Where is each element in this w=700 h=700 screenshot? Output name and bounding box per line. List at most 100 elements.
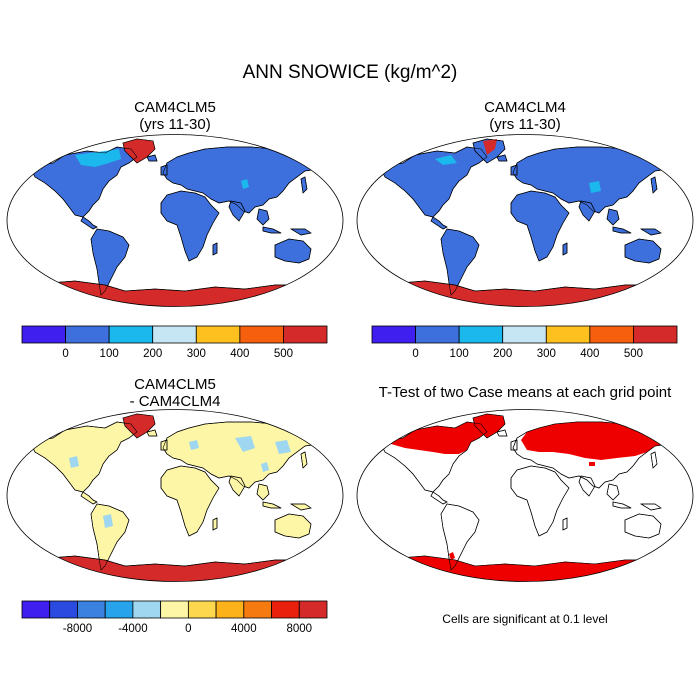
panel-1-title-line2: (yrs 11-30) bbox=[139, 116, 211, 133]
map-panel-cam4clm4 bbox=[356, 134, 694, 307]
coastline-newGuinea bbox=[639, 228, 662, 236]
colorbar-swatch bbox=[21, 600, 51, 619]
coastline-newZealand bbox=[674, 262, 682, 276]
panel-4-title: T-Test of two Case means at each grid po… bbox=[350, 384, 700, 401]
colorbar-tick-label: 200 bbox=[143, 348, 162, 360]
coastline-newZealand bbox=[324, 537, 332, 551]
colorbar-tick-label: 400 bbox=[230, 348, 249, 360]
colorbar-swatch bbox=[132, 600, 162, 619]
continent-newZealand bbox=[324, 262, 332, 276]
colorbar-swatch bbox=[243, 600, 272, 619]
coastline-centralAmerica bbox=[430, 216, 448, 230]
colorbar-swatch bbox=[104, 600, 134, 619]
colorbar-swatch bbox=[215, 600, 245, 619]
coastline-japan bbox=[300, 176, 308, 194]
coastline-india bbox=[228, 200, 246, 222]
coastline-indonesia bbox=[262, 501, 282, 509]
colorbar-swatch bbox=[502, 325, 547, 344]
coastline-southAmerica bbox=[440, 228, 480, 296]
value-patch-light_snow bbox=[655, 157, 671, 165]
coastline-southAmerica bbox=[90, 228, 130, 296]
value-patch-light_snow bbox=[241, 179, 249, 189]
coastline-uk bbox=[160, 164, 168, 176]
colorbar-cam4clm5: 0 100 200 300 400 500 bbox=[21, 325, 328, 360]
colorbar-swatch bbox=[633, 325, 678, 344]
colorbar-difference: -8000 -4000 0 4000 8000 bbox=[21, 600, 328, 635]
coastline-japan bbox=[650, 176, 658, 194]
panel-1-title-line1: CAM4CLM5 bbox=[134, 99, 216, 116]
coastline-northAmerica bbox=[30, 146, 138, 218]
coastline-newZealand bbox=[674, 537, 682, 551]
coastline-india bbox=[578, 200, 596, 222]
map-frame bbox=[6, 134, 344, 307]
coastline-europeAsia bbox=[512, 421, 676, 489]
panel-3-title: CAM4CLM5 - CAM4CLM4 bbox=[0, 376, 350, 410]
panel-1-title: CAM4CLM5 (yrs 11-30) bbox=[0, 99, 350, 133]
coastline-africa bbox=[510, 465, 570, 537]
value-patch-light_snow bbox=[75, 149, 121, 167]
colorbar-swatch bbox=[108, 325, 154, 344]
panel-3-title-line2: - CAM4CLM4 bbox=[129, 393, 221, 410]
colorbar-swatch bbox=[271, 600, 300, 619]
coastline-australia bbox=[624, 238, 662, 264]
value-patch-diff_negative bbox=[275, 440, 291, 454]
map-panel-cam4clm5 bbox=[6, 134, 344, 307]
colorbar-swatch bbox=[283, 325, 328, 344]
continent-newZealand bbox=[674, 537, 682, 551]
colorbar-tick-label: 300 bbox=[187, 348, 206, 360]
value-patch-diff_negative bbox=[189, 440, 199, 450]
panel-2-title: CAM4CLM4 (yrs 11-30) bbox=[350, 99, 700, 133]
colorbar-tick-label: -4000 bbox=[118, 623, 147, 635]
coastline-centralAmerica bbox=[430, 491, 448, 505]
colorbar-swatch bbox=[298, 600, 328, 619]
value-patch-diff_negative bbox=[69, 456, 79, 468]
coastline-newGuinea bbox=[289, 503, 312, 511]
colorbar-tick-label: 0 bbox=[185, 623, 191, 635]
coastline-australia bbox=[274, 238, 312, 264]
coastline-centralAmerica bbox=[80, 216, 98, 230]
coastline-australia bbox=[624, 513, 662, 539]
colorbar-tick-label: 0 bbox=[412, 348, 418, 360]
coastline-northAmerica bbox=[380, 421, 488, 493]
colorbar-tick-label: 100 bbox=[450, 348, 469, 360]
coastline-australia bbox=[274, 513, 312, 539]
map-frame bbox=[6, 409, 344, 582]
coastline-africa bbox=[160, 465, 220, 537]
colorbar-swatch bbox=[371, 325, 416, 344]
coastline-india bbox=[578, 475, 596, 497]
coastline-indonesia bbox=[612, 226, 632, 234]
coastline-indonesia bbox=[262, 226, 282, 234]
colorbar-swatch bbox=[195, 325, 241, 344]
coastline-iceland bbox=[496, 429, 508, 437]
coastline-europeAsia bbox=[162, 421, 326, 489]
panel-3-title-line1: CAM4CLM5 bbox=[134, 376, 216, 393]
coastline-northAmerica bbox=[30, 421, 138, 493]
coastline-africa bbox=[160, 190, 220, 262]
map-panel-difference bbox=[6, 409, 344, 582]
colorbar-swatch bbox=[65, 325, 110, 344]
colorbar-tick-label: 8000 bbox=[286, 623, 312, 635]
colorbar-tick-label: 500 bbox=[624, 348, 643, 360]
coastline-madagascar bbox=[562, 242, 568, 256]
colorbar-cam4clm4: 0 100 200 300 400 500 bbox=[371, 325, 678, 360]
continent-newZealand bbox=[674, 262, 682, 276]
continent-newZealand bbox=[324, 537, 332, 551]
coastline-india bbox=[228, 475, 246, 497]
colorbar-tick-label: 200 bbox=[493, 348, 512, 360]
coastline-madagascar bbox=[562, 517, 568, 531]
colorbar-swatch bbox=[239, 325, 284, 344]
coastline-southAmerica bbox=[440, 503, 480, 571]
coastline-seAsia bbox=[606, 208, 620, 226]
value-patch-diff_negative bbox=[235, 436, 255, 452]
coastline-centralAmerica bbox=[80, 491, 98, 505]
coastline-japan bbox=[650, 451, 658, 469]
significant-cells bbox=[589, 462, 595, 466]
panel-2-title-line1: CAM4CLM4 bbox=[484, 99, 566, 116]
coastline-seAsia bbox=[256, 208, 270, 226]
coastline-madagascar bbox=[212, 517, 218, 531]
map-frame bbox=[356, 134, 694, 307]
coastline-newZealand bbox=[324, 262, 332, 276]
colorbar-swatch bbox=[21, 325, 66, 344]
value-patch-greenland bbox=[483, 139, 497, 155]
coastline-indonesia bbox=[612, 501, 632, 509]
